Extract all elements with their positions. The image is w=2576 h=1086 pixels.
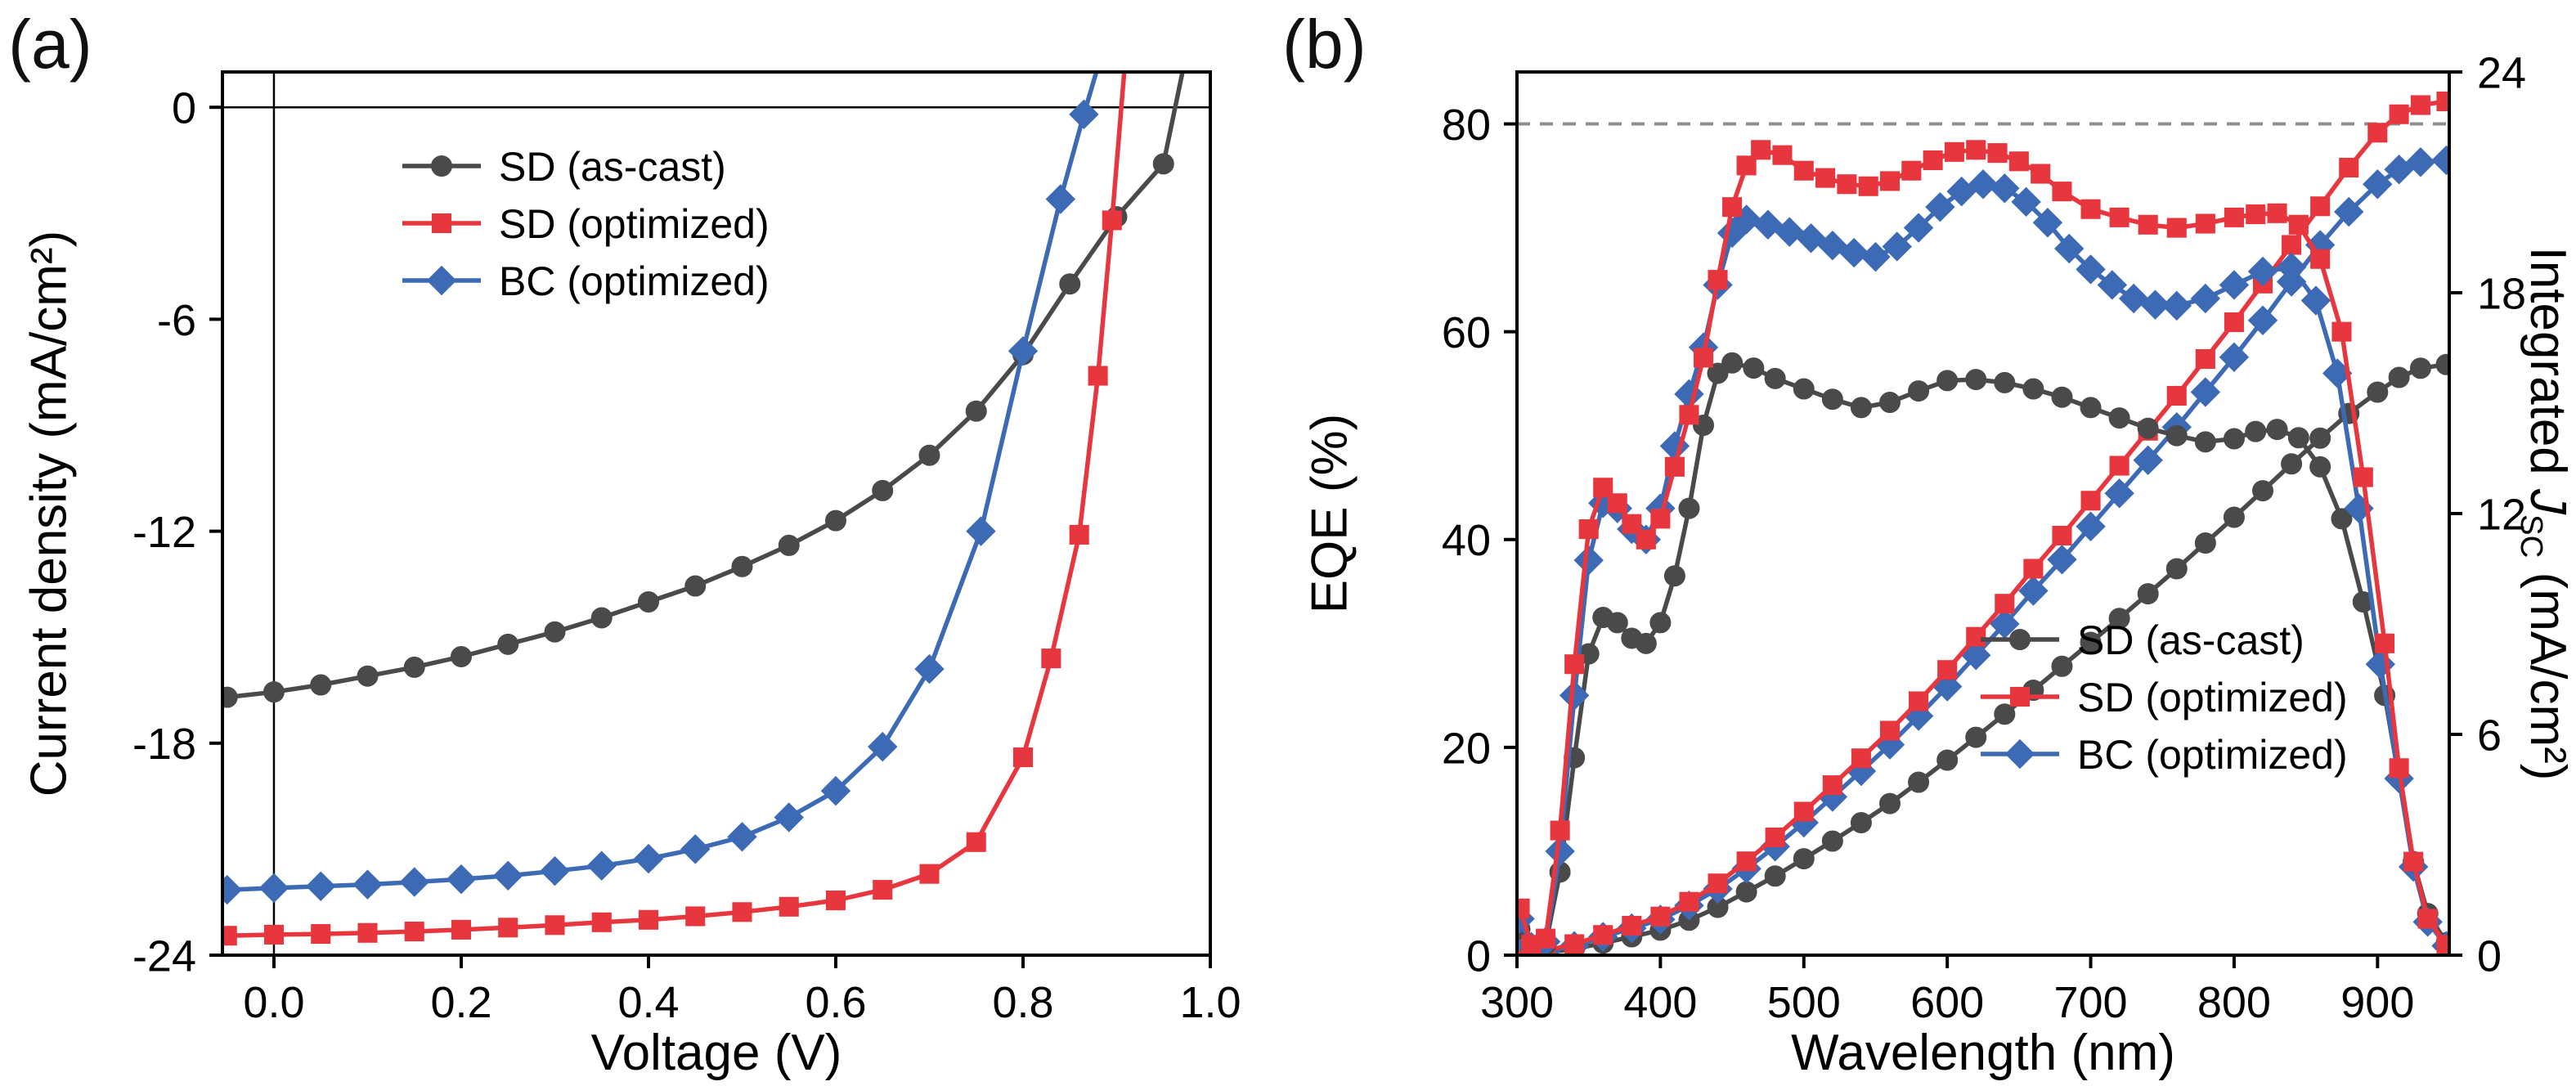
panel-a-label: (a) (8, 6, 92, 83)
svg-text:40: 40 (1442, 516, 1491, 565)
svg-text:0.2: 0.2 (430, 978, 491, 1027)
jv-chart: 0.0 0.2 0.4 0.6 0.8 1.0 0 -6 -12 -18 -24 SD (as-cas… (132, 70, 1241, 1027)
svg-text:-24: -24 (132, 931, 196, 981)
panel-b: 300 400 500 600 700 800 900 0 20 40 60 80 0 6 12 18 24 SD… (1276, 0, 2576, 1086)
eqe-axis-title: EQE (%) (1301, 413, 1358, 614)
svg-text:60: 60 (1442, 308, 1491, 357)
svg-text:0: 0 (2477, 931, 2502, 981)
svg-text:-6: -6 (157, 296, 196, 345)
svg-text:0.0: 0.0 (243, 978, 304, 1027)
svg-text:-18: -18 (132, 720, 196, 769)
svg-text:BC (optimized): BC (optimized) (499, 258, 770, 304)
svg-text:SD (optimized): SD (optimized) (499, 201, 770, 247)
svg-text:20: 20 (1442, 724, 1491, 773)
wavelength-axis-title: Wavelength (nm) (1791, 1025, 2175, 1081)
svg-text:12: 12 (2477, 490, 2526, 539)
svg-text:0.4: 0.4 (617, 978, 679, 1027)
svg-text:18: 18 (2477, 269, 2526, 318)
svg-text:BC (optimized): BC (optimized) (2077, 732, 2348, 778)
svg-text:500: 500 (1767, 978, 1841, 1027)
eqe-chart: 300 400 500 600 700 800 90002040608006121824SD… (1442, 48, 2526, 1027)
svg-text:SD (as-cast): SD (as-cast) (499, 144, 726, 190)
svg-text:1.0: 1.0 (1179, 978, 1241, 1027)
integrated-jsc-axis-title: Integrated JSC (mA/cm²) (2513, 247, 2576, 781)
svg-text:300: 300 (1480, 978, 1554, 1027)
panel-a: 0.0 0.2 0.4 0.6 0.8 1.0 0 -6 -12 -18 -24 SD (as-cas… (0, 0, 1276, 1086)
svg-text:0.6: 0.6 (805, 978, 866, 1027)
svg-text:0.8: 0.8 (992, 978, 1053, 1027)
integrated-jsc-prefix: Integrated (2519, 246, 2576, 490)
svg-text:700: 700 (2053, 978, 2127, 1027)
integrated-jsc-subscript: SC (2514, 514, 2550, 559)
svg-text:0: 0 (172, 84, 196, 133)
panel-b-label: (b) (1282, 6, 1367, 83)
svg-text:800: 800 (2197, 978, 2271, 1027)
svg-text:900: 900 (2340, 978, 2414, 1027)
svg-text:600: 600 (1910, 978, 1984, 1027)
voltage-axis-title: Voltage (V) (590, 1025, 842, 1081)
svg-text:400: 400 (1623, 978, 1697, 1027)
svg-text:6: 6 (2477, 711, 2502, 760)
current-density-axis-title: Current density (mA/cm²) (20, 230, 78, 797)
svg-text:SD (as-cast): SD (as-cast) (2077, 617, 2304, 663)
integrated-jsc-suffix: (mA/cm²) (2519, 558, 2576, 781)
svg-text:80: 80 (1442, 101, 1491, 150)
svg-text:-12: -12 (132, 508, 196, 557)
integrated-jsc-variable: J (2519, 489, 2576, 515)
svg-text:24: 24 (2477, 48, 2526, 97)
svg-text:SD (optimized): SD (optimized) (2077, 675, 2348, 720)
svg-text:0: 0 (1466, 931, 1491, 981)
